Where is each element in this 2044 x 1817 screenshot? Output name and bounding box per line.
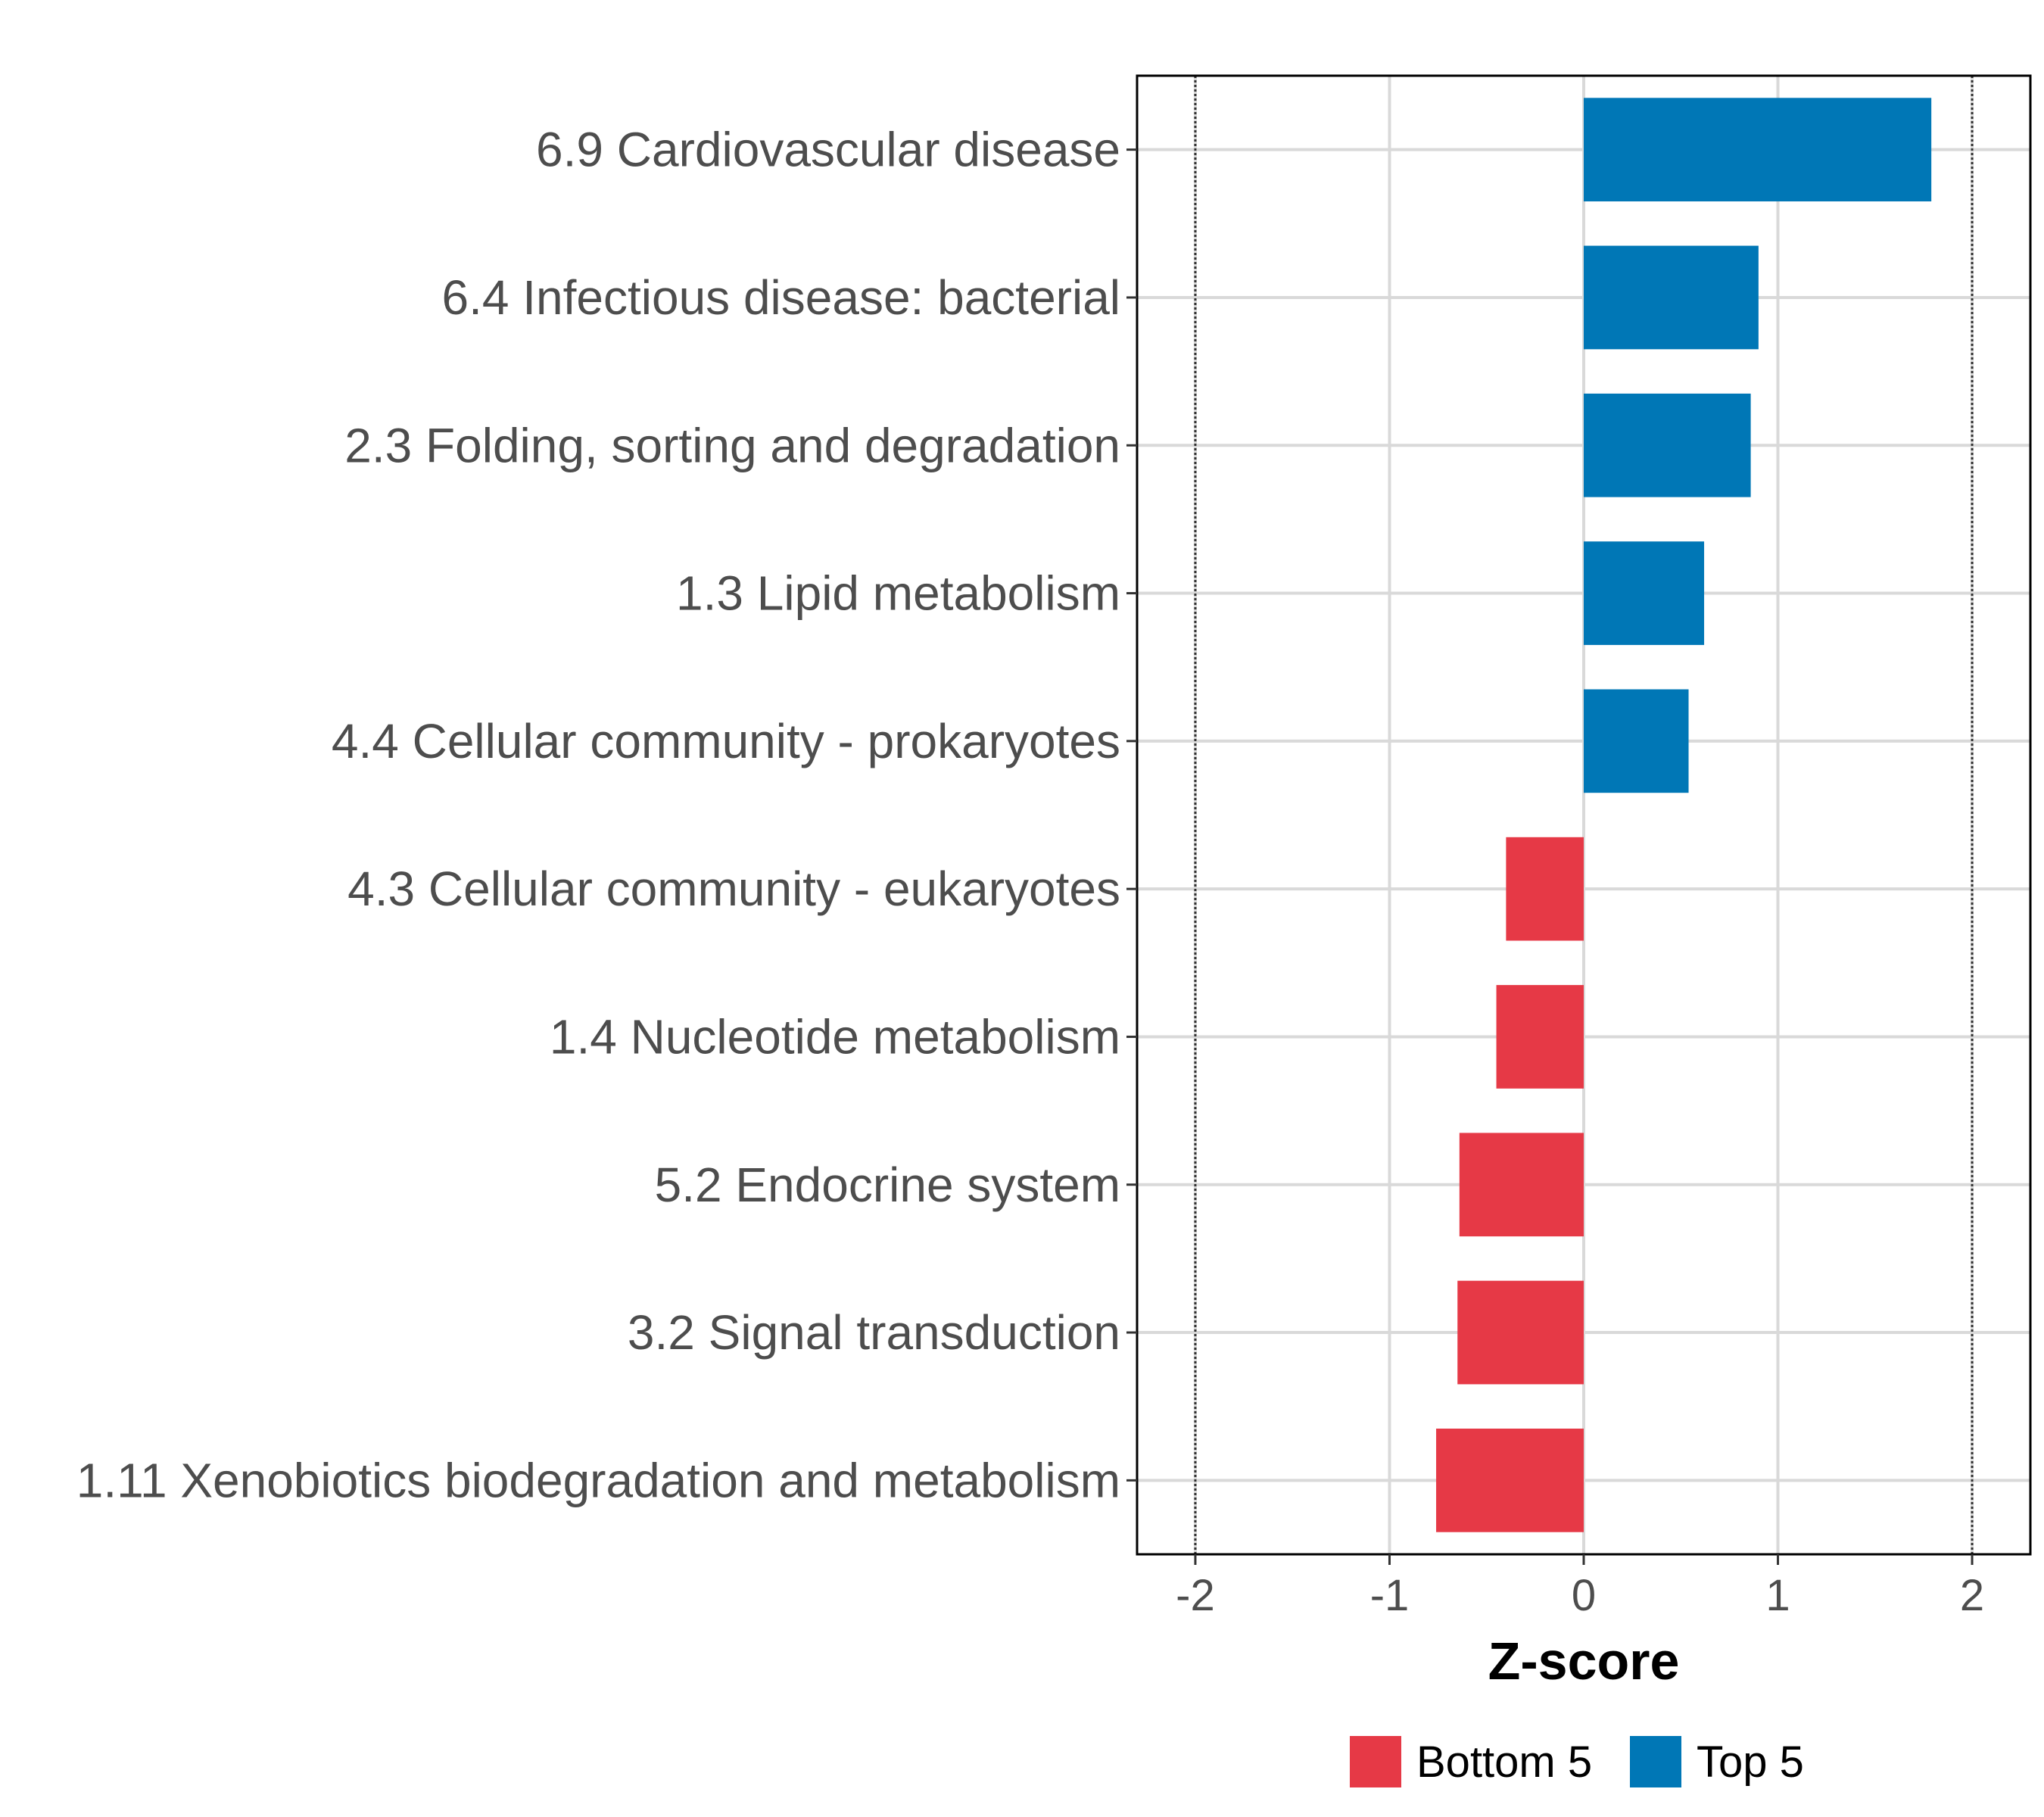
bar: [1584, 245, 1759, 350]
bar: [1496, 985, 1584, 1089]
bar: [1459, 1133, 1584, 1237]
legend-swatch: [1350, 1736, 1401, 1787]
bar: [1506, 837, 1584, 941]
x-tick-label: -2: [1176, 1571, 1215, 1620]
x-tick-label: 0: [1572, 1571, 1596, 1620]
category-label: 4.4 Cellular community - prokaryotes: [332, 714, 1120, 768]
y-axis: 6.9 Cardiovascular disease 6.4 Infectious…: [76, 123, 1137, 1507]
bars: [1436, 98, 1932, 1532]
category-label: 1.4 Nucleotide metabolism: [550, 1009, 1120, 1064]
x-axis: -2 -1 0 1 2: [1176, 1554, 1984, 1620]
category-label: 5.2 Endocrine system: [655, 1158, 1120, 1212]
bar: [1584, 541, 1705, 645]
bar: [1436, 1428, 1584, 1532]
legend-swatch: [1630, 1736, 1681, 1787]
x-tick-label: 2: [1960, 1571, 1984, 1620]
x-axis-title: Z-score: [1488, 1632, 1680, 1691]
legend-label: Top 5: [1697, 1738, 1804, 1787]
category-label: 2.3 Folding, sorting and degradation: [344, 418, 1120, 472]
legend-label: Bottom 5: [1416, 1738, 1592, 1787]
bar: [1584, 393, 1751, 497]
category-label: 4.3 Cellular community - eukaryotes: [347, 862, 1120, 916]
x-tick-label: 1: [1765, 1571, 1790, 1620]
category-label: 6.9 Cardiovascular disease: [536, 123, 1120, 177]
category-label: 1.11 Xenobiotics biodegradation and meta…: [76, 1453, 1120, 1507]
bar: [1457, 1280, 1584, 1385]
reference-lines: [1194, 76, 1974, 1554]
bar: [1584, 689, 1689, 793]
category-label: 3.2 Signal transduction: [628, 1305, 1120, 1360]
category-label: 6.4 Infectious disease: bacterial: [441, 270, 1120, 325]
legend: Bottom 5 Top 5: [1350, 1736, 1804, 1787]
bar: [1584, 98, 1932, 202]
x-tick-label: -1: [1370, 1571, 1410, 1620]
category-label: 1.3 Lipid metabolism: [676, 566, 1120, 621]
